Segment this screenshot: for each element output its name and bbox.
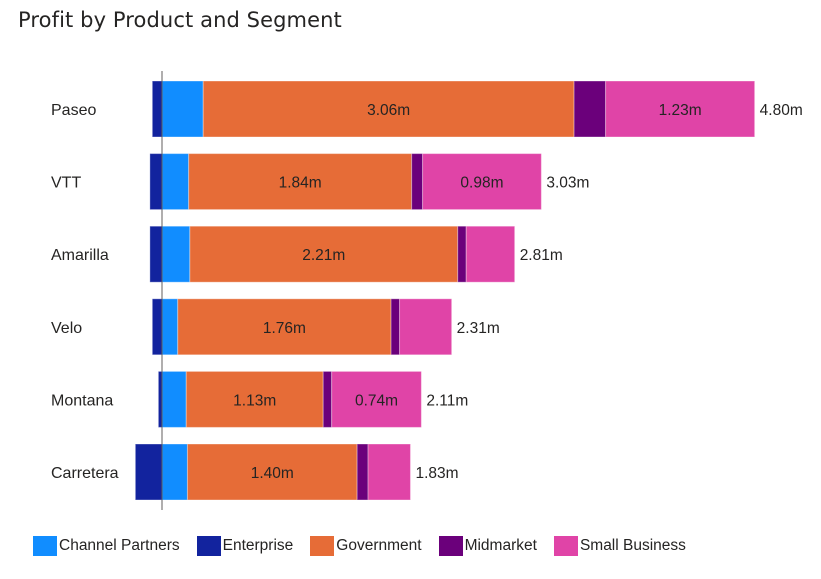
bar-segment-government[interactable] <box>185 370 324 428</box>
bar-segment-enterprise[interactable] <box>149 153 163 211</box>
bar-segment-enterprise[interactable] <box>149 225 163 283</box>
bar-segment-small-business[interactable] <box>605 80 756 138</box>
category-label: Paseo <box>51 102 96 119</box>
bar-segment-midmarket[interactable] <box>356 443 369 501</box>
legend-label: Government <box>336 537 422 554</box>
legend-swatch <box>438 536 463 556</box>
bar-segment-enterprise[interactable] <box>134 443 163 501</box>
legend-swatch <box>196 536 221 556</box>
data-label: 1.40m <box>251 465 294 482</box>
data-label: 1.84m <box>279 175 322 192</box>
bar-segment-government[interactable] <box>186 443 358 501</box>
data-label: 0.74m <box>355 392 398 409</box>
legend-label: Enterprise <box>222 537 294 554</box>
legend-item[interactable]: Enterprise <box>196 536 294 556</box>
data-label: 2.21m <box>302 247 345 264</box>
legend-item[interactable]: Government <box>310 536 422 556</box>
bar-segment-small-business[interactable] <box>331 370 422 428</box>
total-label: 4.80m <box>760 102 803 119</box>
total-label: 2.81m <box>520 247 563 264</box>
bar-segment-channel-partners[interactable] <box>161 370 187 428</box>
category-label: VTT <box>51 175 81 192</box>
category-label: Velo <box>51 320 82 337</box>
category-label: Montana <box>51 392 113 409</box>
bar-segment-government[interactable] <box>177 298 392 356</box>
bar-segment-enterprise[interactable] <box>151 80 163 138</box>
bar-chart: Paseo 3.06m 1.23m 4.80m VTT 1.84m 0.98m 3.03m Am… <box>51 71 803 510</box>
bar-segment-small-business[interactable] <box>465 225 516 283</box>
data-label: 0.98m <box>460 175 503 192</box>
legend-swatch <box>310 536 335 556</box>
bar-segment-enterprise[interactable] <box>157 370 163 428</box>
total-label: 3.03m <box>546 175 589 192</box>
legend: Channel Partners Enterprise Government Midm… <box>33 536 703 556</box>
legend-swatch <box>553 536 578 556</box>
bar-segment-channel-partners[interactable] <box>161 298 179 356</box>
bar-segment-enterprise[interactable] <box>151 298 163 356</box>
bar-segment-channel-partners[interactable] <box>161 443 188 501</box>
bar-segment-channel-partners[interactable] <box>161 225 191 283</box>
legend-item[interactable]: Small Business <box>553 536 686 556</box>
legend-label: Small Business <box>579 537 686 554</box>
bar-segment-midmarket[interactable] <box>411 153 424 211</box>
legend-label: Channel Partners <box>59 537 180 554</box>
legend-item[interactable]: Midmarket <box>438 536 537 556</box>
data-label: 1.23m <box>659 102 702 119</box>
category-label: Carretera <box>51 465 119 482</box>
data-label: 3.06m <box>367 102 410 119</box>
bar-segment-midmarket[interactable] <box>573 80 607 138</box>
total-label: 1.83m <box>415 465 458 482</box>
legend-label: Midmarket <box>464 537 537 554</box>
bar-segment-government[interactable] <box>189 225 459 283</box>
legend-item[interactable]: Channel Partners <box>33 536 180 556</box>
chart-title: Profit by Product and Segment <box>18 8 342 32</box>
total-label: 2.31m <box>457 320 500 337</box>
total-label: 2.11m <box>426 392 468 409</box>
bar-segment-small-business[interactable] <box>399 298 453 356</box>
data-label: 1.13m <box>233 392 276 409</box>
data-label: 1.76m <box>263 320 306 337</box>
bar-segment-midmarket[interactable] <box>457 225 467 283</box>
bar-segment-channel-partners[interactable] <box>161 80 204 138</box>
bar-segment-midmarket[interactable] <box>390 298 401 356</box>
bar-segment-small-business[interactable] <box>422 153 542 211</box>
bar-segment-government[interactable] <box>188 153 413 211</box>
bar-segment-midmarket[interactable] <box>322 370 333 428</box>
bar-segment-small-business[interactable] <box>367 443 411 501</box>
category-label: Amarilla <box>51 247 109 264</box>
bar-segment-government[interactable] <box>202 80 575 138</box>
legend-swatch <box>33 536 57 556</box>
bar-segment-channel-partners[interactable] <box>161 153 190 211</box>
